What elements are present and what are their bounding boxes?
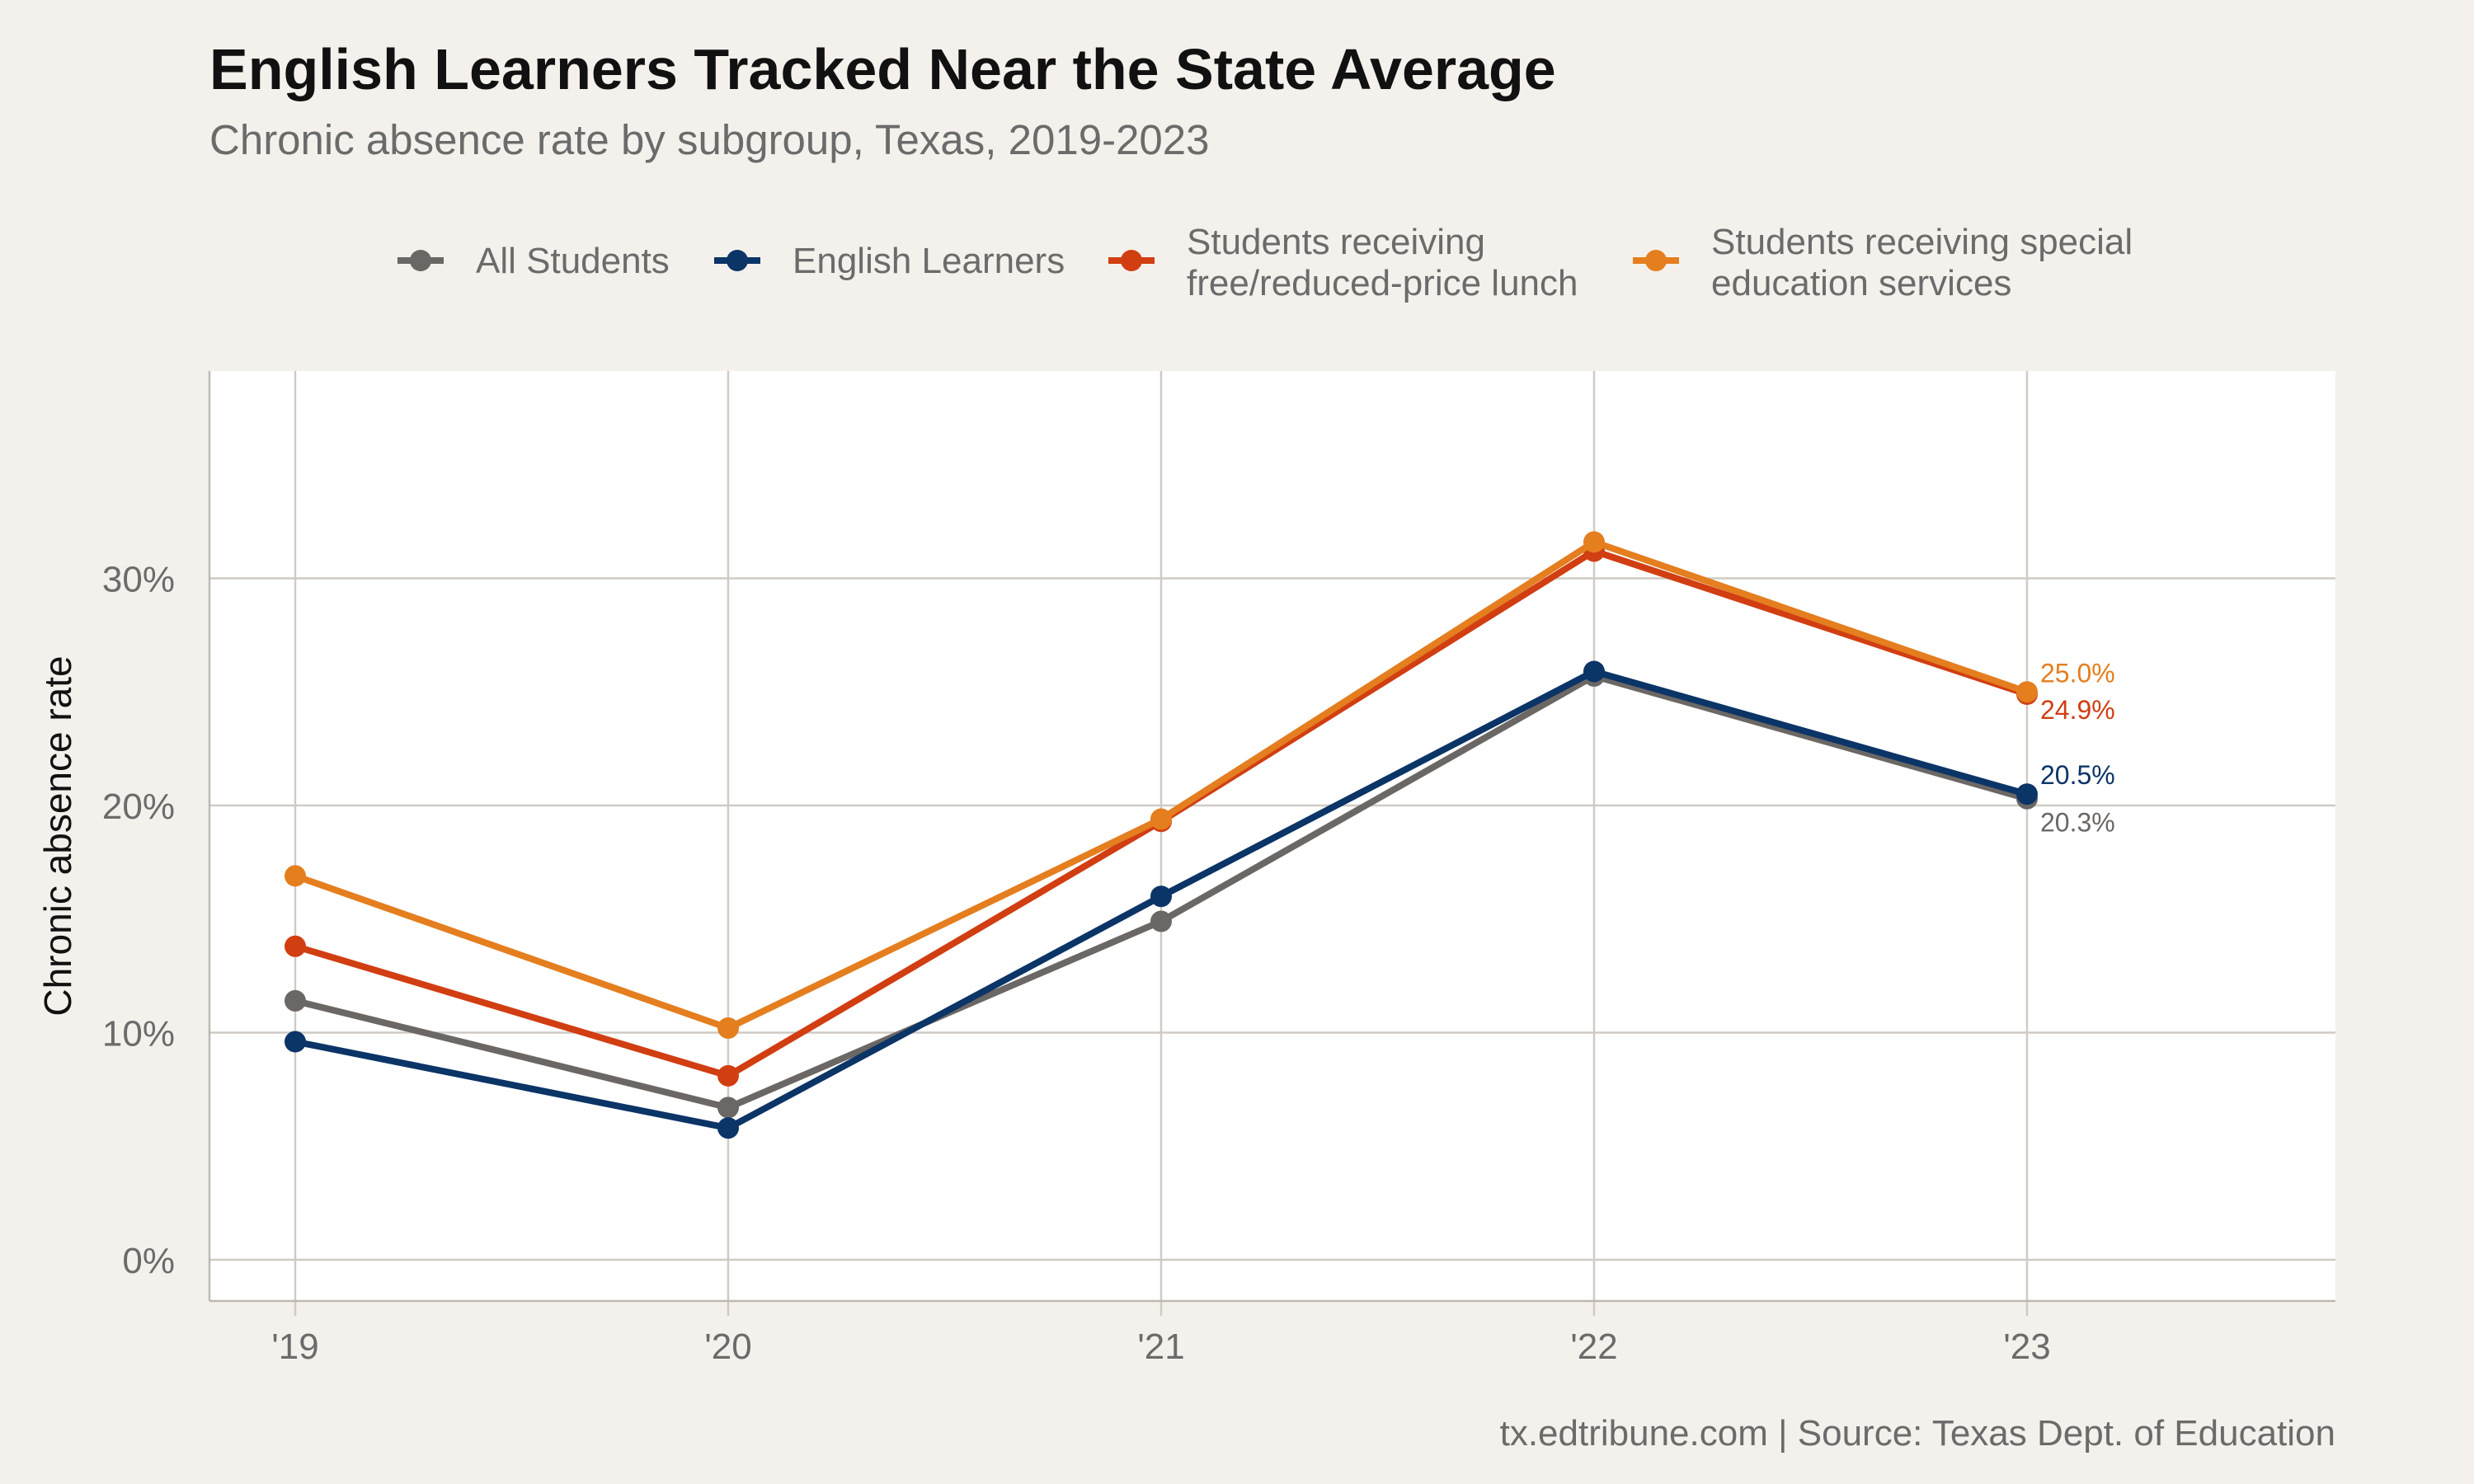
data-point (717, 1117, 739, 1139)
legend-label: All Students (476, 241, 670, 281)
legend-label: education services (1711, 263, 2011, 303)
data-point (1583, 660, 1605, 683)
series-students-receiving-special-education-services (285, 531, 2038, 1039)
data-point (285, 935, 306, 957)
end-label: 24.9% (2040, 695, 2115, 725)
data-point (285, 1031, 306, 1053)
data-point (717, 1097, 739, 1119)
x-tick-label: '21 (1137, 1327, 1184, 1367)
axes: 0% 10% 20% 30% '19 '20 '21 '22 '23 (102, 371, 2335, 1367)
end-label: 20.5% (2040, 760, 2115, 790)
legend-swatch-point (410, 250, 431, 271)
y-tick-label: 30% (102, 560, 175, 600)
legend: All Students English Learners Students rec… (397, 222, 2133, 303)
data-point (717, 1017, 739, 1039)
legend-swatch-point (1645, 250, 1667, 271)
x-tick-label: '22 (1570, 1327, 1617, 1367)
data-point (2016, 681, 2038, 703)
legend-label: Students receiving special (1711, 222, 2133, 262)
legend-swatch-point (1121, 250, 1142, 271)
y-tick-label: 20% (102, 787, 175, 827)
data-point (717, 1064, 739, 1087)
legend-label: free/reduced-price lunch (1187, 263, 1578, 303)
y-tick-label: 0% (122, 1241, 175, 1281)
data-point (1583, 531, 1605, 553)
legend-label: Students receiving (1187, 222, 1485, 262)
x-tick-label: '20 (704, 1327, 751, 1367)
x-tick-label: '19 (271, 1327, 318, 1367)
data-point (1150, 885, 1172, 908)
data-point (285, 989, 306, 1012)
legend-item: English Learners (714, 241, 1065, 281)
source-caption: tx.edtribune.com | Source: Texas Dept. o… (1499, 1413, 2335, 1453)
end-label: 20.3% (2040, 808, 2115, 838)
chart-subtitle: Chronic absence rate by subgroup, Texas,… (209, 116, 1210, 163)
end-label: 25.0% (2040, 658, 2115, 688)
x-tick-label: '23 (2003, 1327, 2050, 1367)
y-tick-label: 10% (102, 1014, 175, 1054)
data-point (2016, 783, 2038, 805)
legend-label: English Learners (793, 241, 1065, 281)
legend-item: All Students (397, 241, 670, 281)
legend-swatch-point (727, 250, 748, 271)
gridlines (209, 371, 2335, 1316)
data-point (285, 865, 306, 887)
end-labels: 20.3% 20.5% 24.9% 25.0% (2040, 658, 2115, 837)
series-english-learners (285, 660, 2038, 1139)
y-axis-label: Chronic absence rate (36, 655, 79, 1016)
chart-title: English Learners Tracked Near the State … (209, 37, 1556, 101)
data-point (1150, 910, 1172, 932)
series-group (285, 531, 2038, 1139)
data-point (1150, 808, 1172, 830)
